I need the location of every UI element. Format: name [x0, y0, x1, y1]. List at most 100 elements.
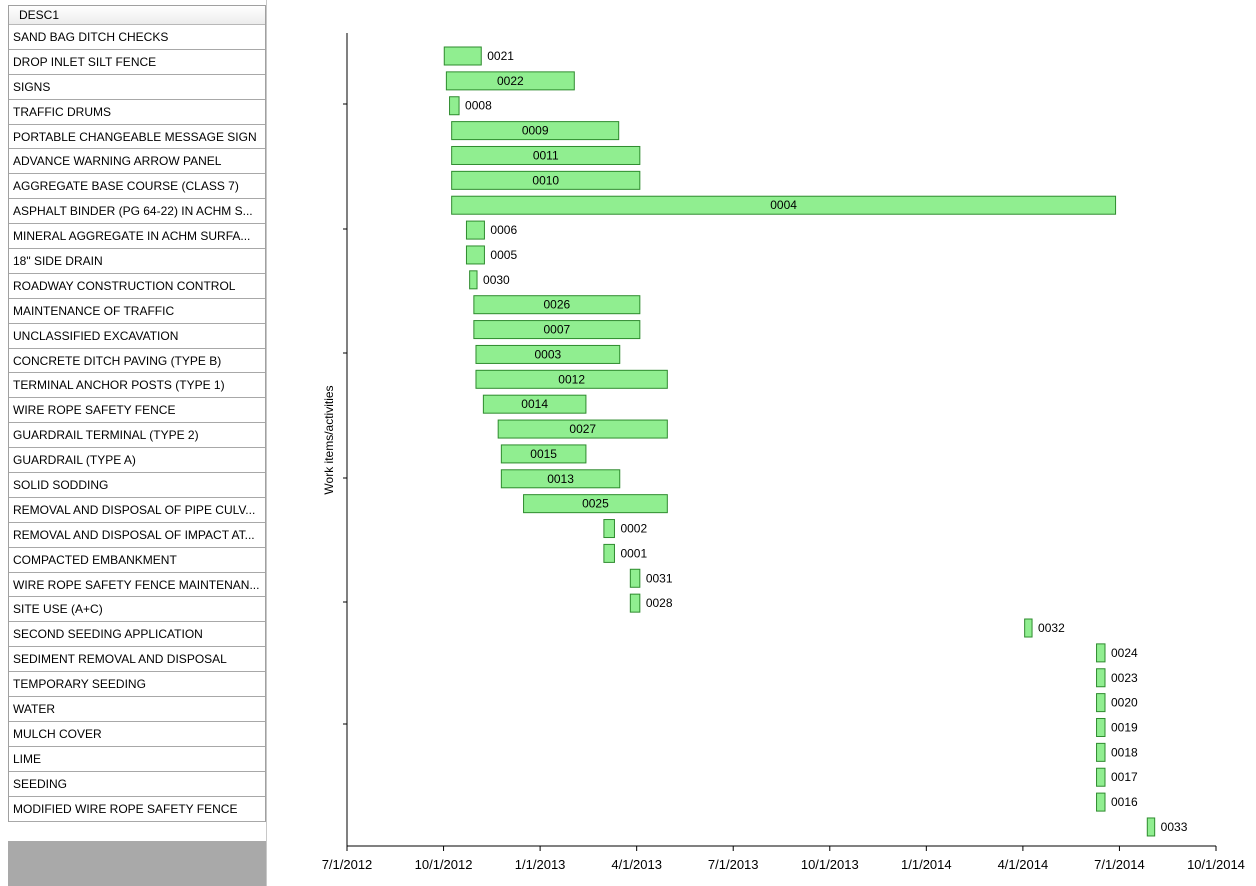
grid-row[interactable]: WIRE ROPE SAFETY FENCE — [9, 398, 265, 424]
task-bar — [449, 96, 460, 116]
x-tick-label: 10/1/2012 — [415, 857, 473, 872]
grid-row[interactable]: REMOVAL AND DISPOSAL OF IMPACT AT... — [9, 523, 265, 548]
grid-row[interactable]: WATER — [9, 697, 265, 722]
grid-row[interactable]: LIME — [9, 747, 265, 772]
task-label: 0005 — [490, 248, 517, 262]
task-bar — [1096, 717, 1106, 737]
task-bar — [451, 121, 620, 141]
grid-row[interactable]: GUARDRAIL (TYPE A) — [9, 448, 265, 474]
task-bar — [1096, 643, 1106, 663]
task-label: 0023 — [1111, 671, 1138, 685]
x-tick-label: 10/1/2014 — [1187, 857, 1245, 872]
task-bar — [465, 245, 485, 265]
grid-row[interactable]: MINERAL AGGREGATE IN ACHM SURFA... — [9, 224, 265, 250]
x-tick-label: 4/1/2013 — [611, 857, 662, 872]
grid-rows: SAND BAG DITCH CHECKS DROP INLET SILT FEN… — [9, 25, 265, 822]
task-label: 0015 — [530, 447, 557, 461]
task-label: 0009 — [522, 124, 549, 138]
x-tick-label: 1/1/2014 — [901, 857, 952, 872]
task-label: 0019 — [1111, 720, 1138, 734]
task-bar — [482, 394, 587, 414]
task-label: 0021 — [487, 49, 514, 63]
x-tick-label: 10/1/2013 — [801, 857, 859, 872]
task-bar — [1096, 742, 1106, 762]
activity-grid[interactable]: DESC1 SAND BAG DITCH CHECKS DROP INLET SI… — [8, 5, 266, 822]
grid-row[interactable]: WIRE ROPE SAFETY FENCE MAINTENAN... — [9, 573, 265, 598]
task-bar — [473, 295, 641, 315]
task-bar — [475, 344, 621, 364]
grid-row[interactable]: AGGREGATE BASE COURSE (CLASS 7) — [9, 174, 265, 200]
grid-row[interactable]: MAINTENANCE OF TRAFFIC — [9, 299, 265, 324]
task-bar — [629, 568, 641, 588]
grid-row[interactable]: TERMINAL ANCHOR POSTS (TYPE 1) — [9, 373, 265, 399]
task-bar — [473, 320, 641, 340]
grid-row[interactable]: ASPHALT BINDER (PG 64-22) IN ACHM S... — [9, 199, 265, 225]
grid-row[interactable]: REMOVAL AND DISPOSAL OF PIPE CULV... — [9, 498, 265, 523]
grid-row[interactable]: COMPACTED EMBANKMENT — [9, 548, 265, 573]
grid-row[interactable]: UNCLASSIFIED EXCAVATION — [9, 324, 265, 349]
task-bar — [629, 593, 641, 613]
task-label: 0010 — [532, 173, 559, 187]
task-bar — [497, 419, 668, 439]
task-label: 0025 — [582, 497, 609, 511]
x-tick-label: 4/1/2014 — [998, 857, 1049, 872]
task-label: 0004 — [770, 198, 797, 212]
x-tick-label: 7/1/2012 — [322, 857, 373, 872]
grid-row[interactable]: SEEDING — [9, 772, 265, 797]
task-label: 0024 — [1111, 646, 1138, 660]
task-label: 0033 — [1161, 820, 1188, 834]
grid-row[interactable]: 18" SIDE DRAIN — [9, 249, 265, 274]
grid-row[interactable]: SAND BAG DITCH CHECKS — [9, 25, 265, 50]
grid-row[interactable]: GUARDRAIL TERMINAL (TYPE 2) — [9, 423, 265, 449]
grid-row[interactable]: SITE USE (A+C) — [9, 597, 265, 623]
grid-row[interactable]: ROADWAY CONSTRUCTION CONTROL — [9, 274, 265, 299]
task-bar — [1096, 693, 1106, 713]
x-tick-label: 7/1/2014 — [1094, 857, 1145, 872]
grid-row[interactable]: MULCH COVER — [9, 722, 265, 747]
task-label: 0013 — [547, 472, 574, 486]
task-label: 0032 — [1038, 621, 1065, 635]
task-label: 0017 — [1111, 770, 1138, 784]
grid-header-desc1[interactable]: DESC1 — [9, 6, 265, 25]
grid-row[interactable]: SIGNS — [9, 75, 265, 100]
task-bar — [465, 220, 485, 240]
grid-row[interactable]: DROP INLET SILT FENCE — [9, 50, 265, 75]
task-bar — [451, 170, 641, 190]
task-label: 0027 — [569, 422, 596, 436]
x-tick-label: 1/1/2013 — [515, 857, 566, 872]
task-bar — [1096, 792, 1106, 812]
task-label: 0007 — [543, 323, 570, 337]
grid-row[interactable]: TEMPORARY SEEDING — [9, 672, 265, 698]
task-bar — [475, 369, 668, 389]
grid-row[interactable]: SECOND SEEDING APPLICATION — [9, 622, 265, 648]
task-bar — [443, 46, 482, 66]
grid-row[interactable]: CONCRETE DITCH PAVING (TYPE B) — [9, 349, 265, 374]
task-label: 0016 — [1111, 795, 1138, 809]
task-bar — [1146, 817, 1156, 837]
grid-row[interactable]: PORTABLE CHANGEABLE MESSAGE SIGN — [9, 125, 265, 150]
y-axis-label: Work items/activities — [322, 385, 336, 494]
task-label: 0030 — [483, 273, 510, 287]
task-bar — [603, 543, 615, 563]
grid-row[interactable]: SEDIMENT REMOVAL AND DISPOSAL — [9, 647, 265, 673]
task-label: 0026 — [543, 298, 570, 312]
task-label: 0028 — [646, 596, 673, 610]
x-tick-label: 7/1/2013 — [708, 857, 759, 872]
task-label: 0008 — [465, 99, 492, 113]
task-bar — [451, 195, 1117, 215]
task-bar — [469, 270, 478, 290]
grid-row[interactable]: TRAFFIC DRUMS — [9, 100, 265, 125]
task-bar — [1096, 668, 1106, 688]
task-bar — [1024, 618, 1033, 638]
grid-row[interactable]: MODIFIED WIRE ROPE SAFETY FENCE — [9, 797, 265, 822]
grid-row[interactable]: ADVANCE WARNING ARROW PANEL — [9, 149, 265, 175]
task-label: 0002 — [620, 522, 647, 536]
grid-empty-area — [8, 841, 266, 886]
task-label: 0018 — [1111, 745, 1138, 759]
task-bar — [451, 145, 641, 165]
task-label: 0001 — [620, 546, 647, 560]
task-bar — [1096, 767, 1106, 787]
grid-row[interactable]: SOLID SODDING — [9, 473, 265, 498]
task-label: 0011 — [533, 148, 559, 162]
